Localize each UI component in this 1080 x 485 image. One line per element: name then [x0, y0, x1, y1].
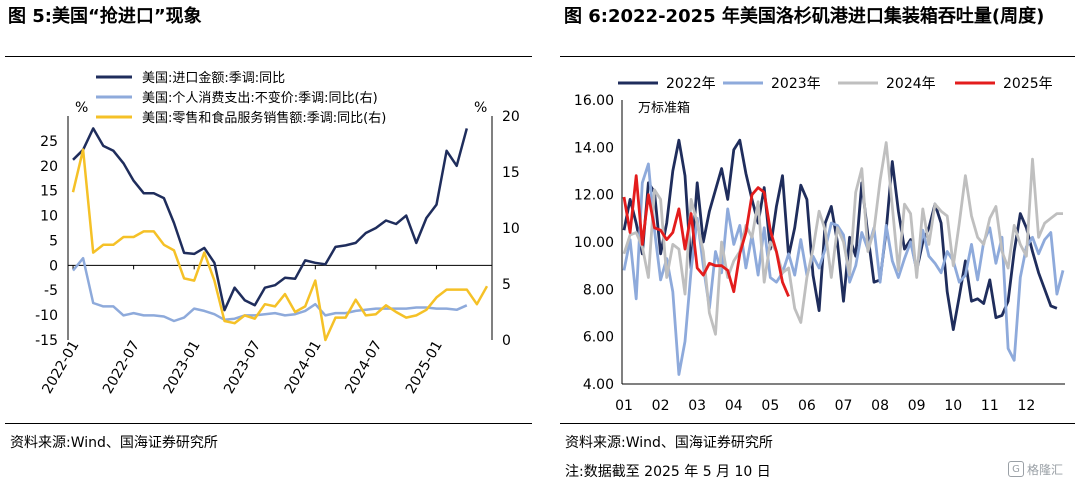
series-line	[72, 127, 469, 312]
source-rule-left	[5, 423, 532, 424]
watermark-text: 格隆汇	[1027, 462, 1064, 477]
series-line	[622, 141, 1063, 336]
y-tick-label: 16.00	[574, 93, 614, 109]
source-right: 资料来源:Wind、国海证券研究所	[565, 435, 773, 451]
legend-label: 美国:进口金额:季调:同比	[142, 70, 285, 86]
series-line	[622, 138, 1058, 332]
x-tick-label: 06	[798, 398, 816, 414]
title-rule-right	[560, 56, 1075, 57]
series-line	[622, 174, 790, 297]
x-tick-label: 02	[652, 398, 670, 414]
unit-label: 万标准箱	[638, 100, 690, 116]
left-y-tick-label: 20	[40, 159, 58, 175]
left-y-tick-label: 5	[49, 233, 58, 249]
note-right: 注:数据截至 2025 年 5 月 10 日	[565, 464, 771, 480]
right-y-tick-label: 0	[502, 333, 511, 349]
series-line	[71, 148, 489, 342]
watermark-logo-icon: G	[1008, 461, 1024, 477]
y-tick-label: 10.00	[574, 235, 614, 251]
figure-5-title: 图 5:美国“抢进口”现象	[8, 6, 202, 27]
series-line	[72, 256, 468, 323]
x-tick-label: 04	[725, 398, 743, 414]
legend-label: 2023年	[771, 76, 821, 92]
x-tick-label: 2023-07	[221, 338, 264, 397]
x-tick-label: 09	[908, 398, 926, 414]
x-tick-label: 10	[944, 398, 962, 414]
left-y-tick-label: 15	[40, 184, 58, 200]
la-port-container-chart: 4.00 6.00 8.00 10.00 12.00 14.00 16.00 万标准箱 01 02…	[574, 76, 1065, 414]
x-tick-label: 01	[615, 398, 633, 414]
legend-label: 2022年	[666, 76, 716, 92]
x-tick-label: 11	[981, 398, 999, 414]
left-y-tick-label: 25	[40, 134, 58, 150]
y-tick-label: 4.00	[583, 377, 614, 393]
right-y-tick-label: 5	[502, 277, 511, 293]
x-tick-label: 2025-01	[403, 338, 446, 397]
x-tick-label: 2024-07	[342, 338, 385, 397]
source-rule-right	[560, 423, 1075, 424]
x-tick-label: 2024-01	[282, 338, 325, 397]
y-tick-label: 8.00	[583, 282, 614, 298]
right-axis-unit: %	[474, 100, 487, 116]
y-tick-label: 6.00	[583, 330, 614, 346]
legend-label: 2025年	[1003, 76, 1053, 92]
x-tick-label: 05	[761, 398, 779, 414]
left-y-tick-label: -10	[35, 308, 58, 324]
right-y-tick-label: 20	[502, 109, 520, 125]
right-y-tick-label: 10	[502, 221, 520, 237]
series-line	[622, 162, 1065, 376]
left-y-tick-label: -5	[44, 283, 58, 299]
left-y-tick-label: 10	[40, 209, 58, 225]
x-tick-label: 2023-01	[161, 338, 204, 397]
left-y-tick-label: 0	[49, 258, 58, 274]
x-tick-label: 07	[835, 398, 853, 414]
right-y-tick-label: 15	[502, 165, 520, 181]
y-tick-label: 12.00	[574, 188, 614, 204]
legend-label: 美国:零售和食品服务销售额:季调:同比(右)	[142, 110, 386, 126]
legend-label: 美国:个人消费支出:不变价:季调:同比(右)	[142, 90, 378, 106]
y-tick-label: 14.00	[574, 140, 614, 156]
left-axis-unit: %	[75, 100, 88, 116]
legend-label: 2024年	[886, 76, 936, 92]
x-tick-label: 12	[1018, 398, 1036, 414]
watermark: G 格隆汇	[1008, 458, 1078, 480]
figure-6-title: 图 6:2022-2025 年美国洛杉矶港进口集装箱吞吐量(周度)	[564, 6, 1045, 27]
source-left: 资料来源:Wind、国海证券研究所	[10, 435, 218, 451]
x-tick-label: 08	[871, 398, 889, 414]
title-rule-left	[5, 56, 532, 57]
x-tick-label: 2022-07	[100, 338, 143, 397]
x-tick-label: 03	[688, 398, 706, 414]
left-y-tick-label: -15	[35, 333, 58, 349]
